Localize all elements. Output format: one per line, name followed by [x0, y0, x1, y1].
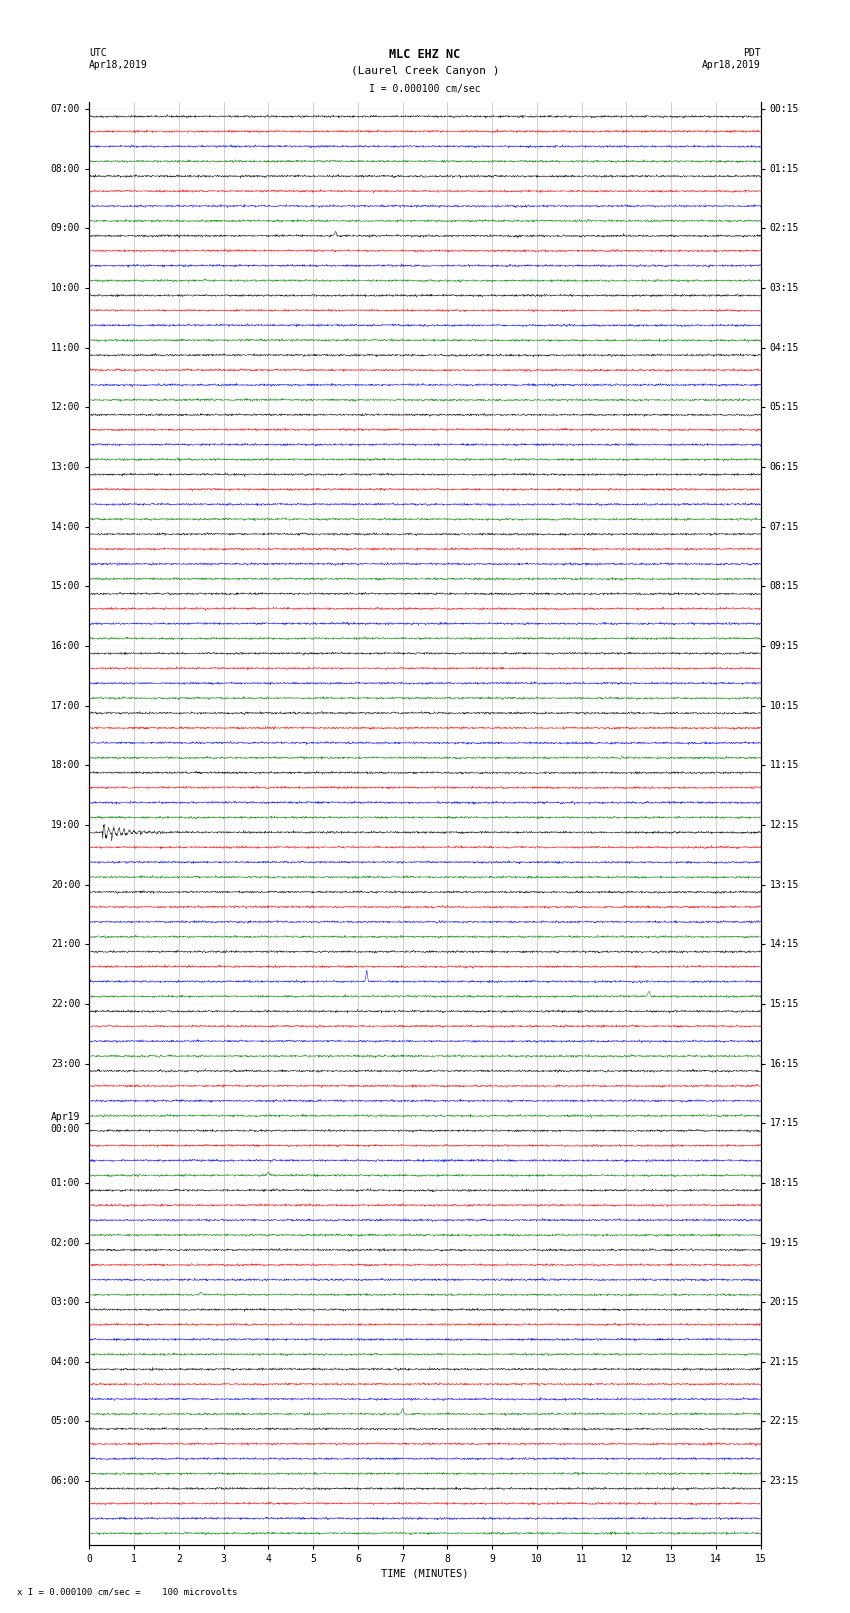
Text: PDT: PDT — [743, 48, 761, 58]
Text: x I = 0.000100 cm/sec =    100 microvolts: x I = 0.000100 cm/sec = 100 microvolts — [17, 1587, 237, 1597]
X-axis label: TIME (MINUTES): TIME (MINUTES) — [382, 1568, 468, 1579]
Text: MLC EHZ NC: MLC EHZ NC — [389, 48, 461, 61]
Text: UTC: UTC — [89, 48, 107, 58]
Text: I = 0.000100 cm/sec: I = 0.000100 cm/sec — [369, 84, 481, 94]
Text: Apr18,2019: Apr18,2019 — [702, 60, 761, 69]
Text: (Laurel Creek Canyon ): (Laurel Creek Canyon ) — [351, 66, 499, 76]
Text: Apr18,2019: Apr18,2019 — [89, 60, 148, 69]
